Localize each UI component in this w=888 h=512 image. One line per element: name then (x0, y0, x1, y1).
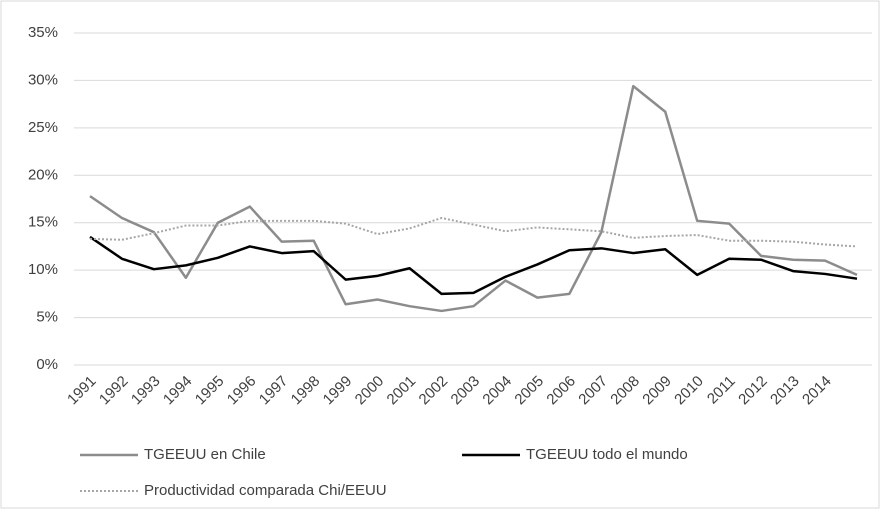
y-tick-label: 10% (28, 261, 58, 278)
y-tick-label: 25% (28, 119, 58, 136)
series-line (89, 84, 858, 313)
y-tick-label: 35% (28, 24, 58, 41)
y-tick-label: 15% (28, 214, 58, 231)
y-tick-label: 20% (28, 166, 58, 183)
y-tick-label: 30% (28, 71, 58, 88)
y-tick-label: 5% (36, 309, 58, 326)
legend-label: Productividad comparada Chi/EEUU (144, 482, 387, 499)
series-line (89, 216, 858, 248)
legend-label: TGEEUU en Chile (144, 446, 266, 463)
series-line (89, 235, 858, 296)
y-tick-label: 0% (36, 356, 58, 373)
legend-label: TGEEUU todo el mundo (526, 446, 688, 463)
